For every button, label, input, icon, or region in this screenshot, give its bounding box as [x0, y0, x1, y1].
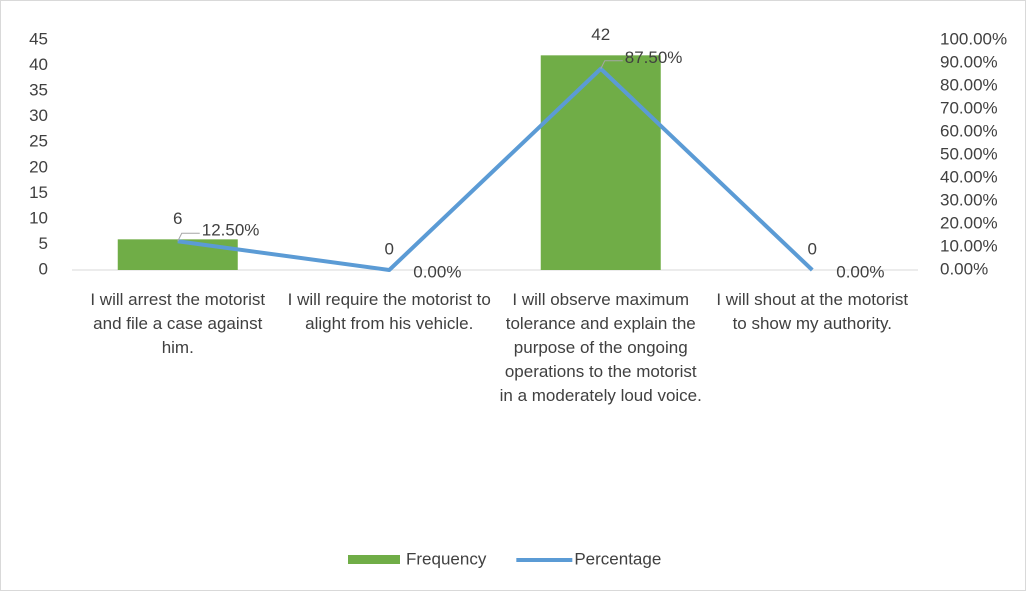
- legend-label: Percentage: [574, 549, 661, 568]
- leader-line: [177, 232, 200, 242]
- y2-tick-label: 20.00%: [940, 213, 998, 232]
- line-label: 12.50%: [202, 221, 260, 240]
- bar: [540, 55, 661, 271]
- y2-tick-label: 40.00%: [940, 167, 998, 186]
- bar-label: 0: [808, 239, 817, 258]
- bar-label: 6: [173, 209, 182, 228]
- y-tick-label: 40: [29, 55, 48, 74]
- x-tick-label: I will require the motorist to alight fr…: [287, 290, 491, 333]
- legend-swatch: [348, 555, 400, 564]
- legend-label: Frequency: [406, 549, 487, 568]
- bar-label: 42: [591, 25, 610, 44]
- y2-tick-label: 100.00%: [940, 29, 1007, 48]
- y-tick-label: 25: [29, 132, 48, 151]
- line: [177, 66, 814, 272]
- y-tick-label: 20: [29, 157, 48, 176]
- y2-tick-label: 90.00%: [940, 52, 998, 71]
- y-tick-label: 10: [29, 208, 48, 227]
- y-tick-label: 35: [29, 81, 48, 100]
- x-tick-label: I will shout at the motorist to show my …: [716, 290, 909, 333]
- x-tick-label: I will arrest the motorist and file a ca…: [90, 290, 266, 357]
- x-tick-label: I will observe maximum tolerance and exp…: [499, 290, 702, 405]
- y2-tick-label: 60.00%: [940, 121, 998, 140]
- y-tick-label: 30: [29, 106, 48, 125]
- line-label: 87.50%: [625, 48, 683, 67]
- y-tick-label: 5: [39, 234, 48, 253]
- bar-label: 0: [385, 239, 394, 258]
- y2-tick-label: 80.00%: [940, 75, 998, 94]
- y2-tick-label: 10.00%: [940, 236, 998, 255]
- y-tick-label: 0: [39, 259, 48, 278]
- y2-tick-label: 70.00%: [940, 98, 998, 117]
- line-label: 0.00%: [413, 262, 461, 281]
- y-tick-label: 45: [29, 29, 48, 48]
- y2-tick-label: 0.00%: [940, 259, 988, 278]
- line-label: 0.00%: [836, 262, 884, 281]
- leader-line: [600, 60, 623, 69]
- bar: [117, 239, 238, 270]
- y2-tick-label: 30.00%: [940, 190, 998, 209]
- y-tick-label: 15: [29, 183, 48, 202]
- y2-tick-label: 50.00%: [940, 144, 998, 163]
